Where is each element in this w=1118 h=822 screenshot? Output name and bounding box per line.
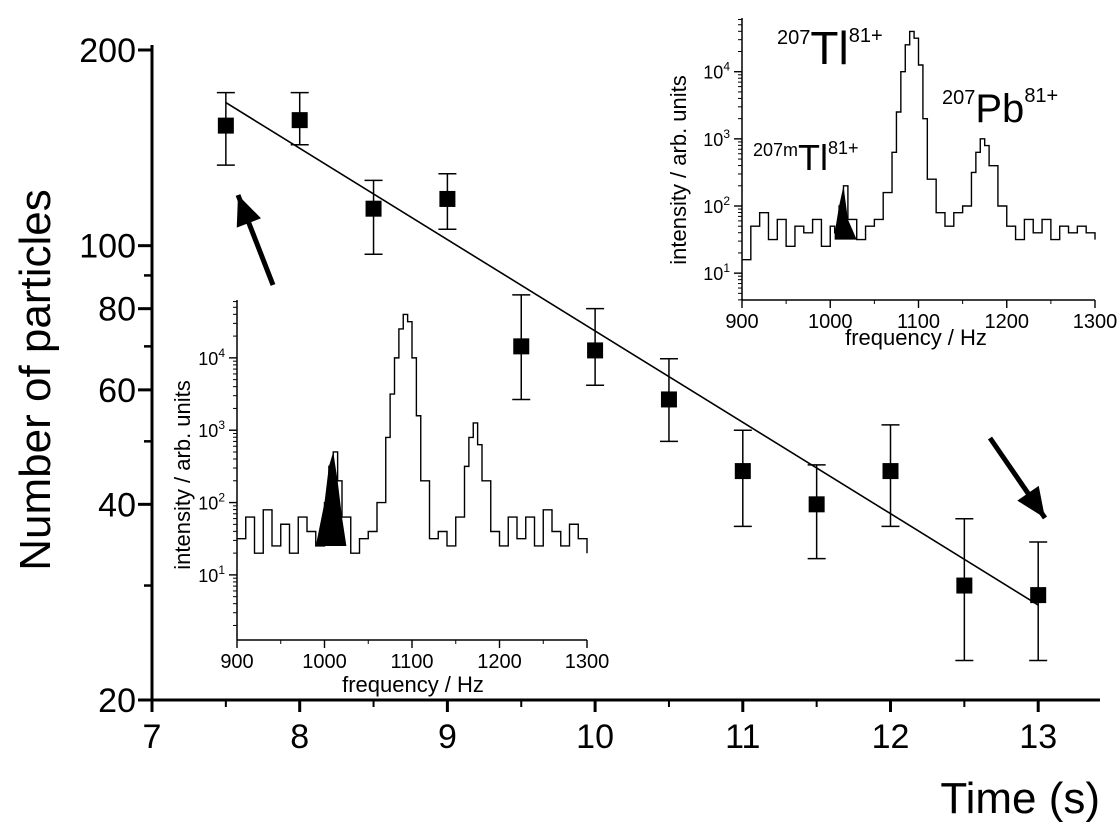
- data-point-group: [290, 91, 309, 146]
- y-tick-label: 40: [98, 486, 136, 524]
- data-point: [660, 391, 677, 408]
- x-tick-label: 11: [725, 718, 760, 756]
- data-point-group: [586, 307, 605, 386]
- x-tick-label: 8: [290, 718, 309, 756]
- data-point-group: [216, 91, 235, 166]
- x-axis-title: Time (s): [940, 774, 1100, 822]
- inset-x-tick-label: 1100: [390, 651, 433, 673]
- inset-y-tick-label: 101: [703, 261, 730, 284]
- data-point: [956, 577, 973, 594]
- inset-y-tick-label: 102: [198, 491, 225, 514]
- fit-line-layer: [225, 101, 1039, 606]
- main-axes: 7 8 9 10 11 12 13 20 40 60 80 100 200: [79, 32, 1100, 756]
- y-tick-label: 100: [79, 228, 136, 266]
- inset-y-tick-label: 102: [703, 194, 730, 217]
- data-point: [1030, 587, 1047, 604]
- inset-lower-x-label: frequency / Hz: [342, 672, 484, 697]
- inset-shaded-peak: [834, 185, 857, 240]
- inset-y-tick-label: 103: [703, 127, 730, 150]
- data-point-group: [733, 429, 752, 528]
- inset-lower-spectrum: 900 1000 1100 1200 1300 101 102 103 104: [198, 300, 609, 673]
- annotation-tl207m: 207mTl81+: [753, 137, 859, 178]
- inset-x-tick-label: 900: [220, 651, 253, 673]
- data-point-group: [512, 294, 531, 401]
- data-point: [217, 117, 234, 134]
- inset-spectrum-line: [237, 313, 588, 554]
- x-tick-label: 9: [438, 718, 457, 756]
- inset-x-tick-label: 1000: [302, 651, 347, 673]
- data-point: [587, 342, 604, 359]
- data-point: [734, 463, 751, 480]
- inset-y-tick-label: 104: [198, 346, 225, 369]
- y-tick-label: 80: [98, 291, 136, 329]
- inset-upper-y-label: intensity / arb. units: [666, 75, 691, 265]
- arrow-to-last-point-head: [1017, 485, 1045, 518]
- data-point-group: [659, 357, 678, 443]
- inset-x-tick-label: 1000: [808, 311, 853, 333]
- inset-y-tick-label: 104: [703, 60, 730, 83]
- data-point-group: [881, 424, 900, 528]
- inset-y-tick-label: 103: [198, 418, 225, 441]
- inset-x-tick-label: 1300: [1073, 311, 1118, 333]
- data-point-group: [1029, 541, 1048, 662]
- data-point: [439, 190, 456, 207]
- data-point: [365, 200, 382, 217]
- y-tick-label: 200: [79, 32, 136, 70]
- x-tick-label: 10: [576, 718, 614, 756]
- data-point: [808, 496, 825, 513]
- inset-upper-x-label: frequency / Hz: [845, 325, 987, 350]
- inset-x-tick-label: 1100: [897, 311, 940, 333]
- inset-y-tick-label: 101: [198, 563, 225, 586]
- inset-shaded-peak: [311, 451, 347, 546]
- x-tick-label: 12: [872, 718, 910, 756]
- data-point-group: [364, 179, 383, 256]
- data-point: [513, 338, 530, 355]
- inset-lower-y-label: intensity / arb. units: [170, 380, 195, 570]
- inset-x-tick-label: 1200: [477, 651, 522, 673]
- arrows-layer: [235, 194, 1048, 520]
- inset-upper-spectrum: 900 1000 1100 1200 1300 101 102 103 104: [703, 18, 1117, 333]
- y-tick-label: 20: [98, 682, 136, 720]
- data-point: [291, 112, 308, 129]
- data-point-group: [807, 464, 826, 560]
- data-points-layer: [216, 91, 1048, 662]
- arrow-to-first-point-head: [236, 195, 261, 228]
- data-point-group: [438, 173, 457, 230]
- fit-line: [225, 101, 1039, 606]
- data-point-group: [955, 518, 974, 662]
- inset-spectrum-line: [742, 30, 1096, 261]
- data-point: [882, 463, 899, 480]
- x-tick-label: 13: [1019, 718, 1057, 756]
- inset-x-tick-label: 1200: [985, 311, 1030, 333]
- x-tick-label: 7: [143, 718, 162, 756]
- inset-x-tick-label: 900: [725, 311, 758, 333]
- y-axis-title: Number of particles: [11, 189, 60, 570]
- inset-x-tick-label: 1300: [565, 651, 610, 673]
- y-tick-label: 60: [98, 372, 136, 410]
- annotation-pb207: 207Pb81+: [942, 85, 1058, 131]
- annotation-tl207: 207Tl81+: [777, 22, 883, 74]
